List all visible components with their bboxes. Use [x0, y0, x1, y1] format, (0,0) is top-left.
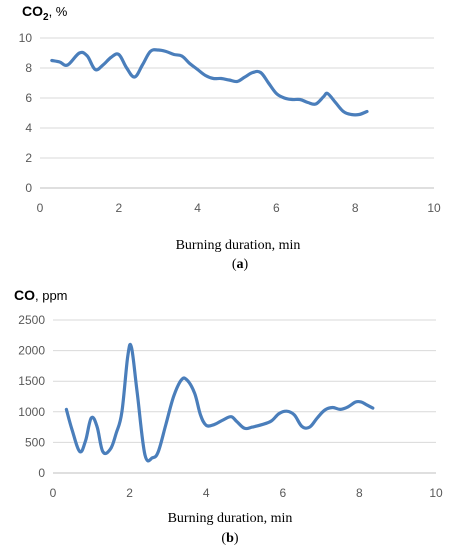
series-line — [50, 48, 369, 117]
panel-a-caption: (a) — [232, 257, 249, 272]
x-tick-label: 6 — [273, 201, 280, 215]
x-tick-label: 8 — [356, 486, 363, 500]
y-tick-label: 2500 — [18, 313, 45, 327]
y-tick-label: 8 — [25, 61, 32, 75]
y-tick-label: 0 — [25, 181, 32, 195]
x-tick-label: 0 — [37, 201, 44, 215]
y-tick-label: 6 — [25, 91, 32, 105]
x-tick-label: 6 — [279, 486, 286, 500]
panel-b-chart: CO, ppm 0 500 1000 1500 2000 2500 0 2 4 6 8 10 Bur… — [14, 287, 443, 546]
y-tick-label: 10 — [19, 31, 33, 45]
y-tick-label: 0 — [38, 466, 45, 480]
x-tick-label: 4 — [194, 201, 201, 215]
y-tick-label: 1000 — [18, 405, 45, 419]
y-tick-label: 4 — [25, 121, 32, 135]
x-tick-label: 0 — [50, 486, 57, 500]
x-tick-label: 2 — [126, 486, 133, 500]
panel-b-caption: (b) — [221, 531, 238, 546]
x-tick-label: 10 — [429, 486, 443, 500]
series-line — [64, 342, 375, 463]
y-tick-label: 500 — [25, 435, 45, 449]
x-tick-label: 8 — [352, 201, 359, 215]
x-tick-label: 10 — [427, 201, 441, 215]
y-tick-label: 2 — [25, 151, 32, 165]
panel-a-ylabel: CO2, % — [22, 3, 68, 23]
panel-b-ylabel: CO, ppm — [14, 287, 68, 303]
x-tick-label: 4 — [203, 486, 210, 500]
y-tick-label: 1500 — [18, 374, 45, 388]
panel-b-xlabel: Burning duration, min — [168, 511, 293, 526]
x-tick-label: 2 — [115, 201, 122, 215]
panel-a-chart: CO2, % 0 2 4 6 8 10 0 2 4 6 8 10 Burning duration,… — [19, 3, 441, 272]
panel-a-xlabel: Burning duration, min — [176, 238, 301, 253]
y-tick-label: 2000 — [18, 344, 45, 358]
